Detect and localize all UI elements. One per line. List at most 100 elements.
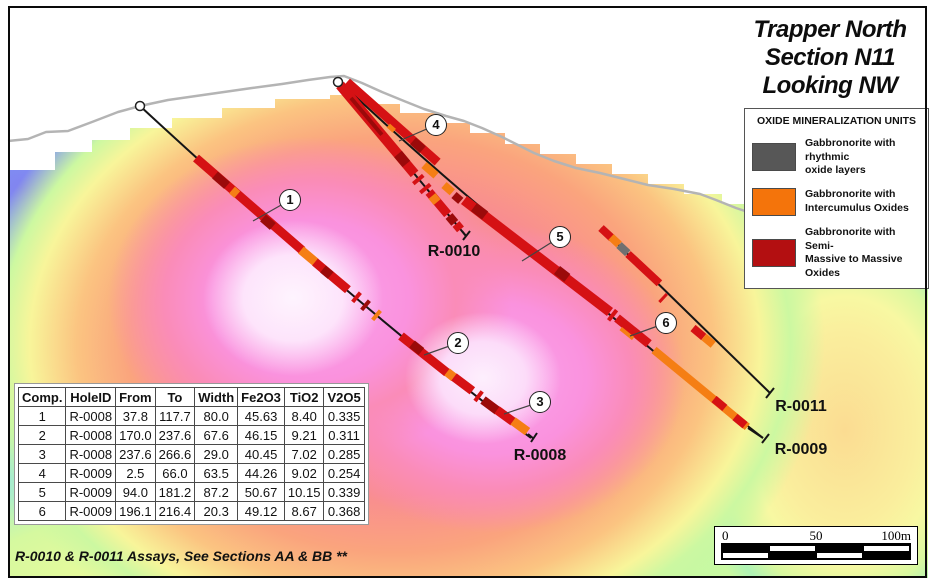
hole-label-R0010: R-0010: [427, 243, 481, 260]
table-cell: 196.1: [115, 501, 156, 521]
legend-item-intercumulus: Gabbronorite with Intercumulus Oxides: [752, 187, 921, 216]
table-row: 2 R-0008 170.0 237.6 67.6 46.15 9.21 0.311: [17, 425, 365, 445]
legend-box: OXIDE MINERALIZATION UNITS Gabbronorite …: [744, 108, 929, 290]
table-cell: 66.0: [154, 463, 196, 483]
composite-marker-2: 2: [447, 332, 469, 354]
eoh-tick-R0010: [461, 230, 471, 241]
col-from: From: [115, 387, 156, 407]
legend-title: OXIDE MINERALIZATION UNITS: [756, 115, 917, 127]
table-cell: 9.21: [283, 425, 325, 445]
table-cell: 8.40: [283, 406, 325, 426]
composite-marker-6: 6: [655, 312, 677, 334]
table-cell: 6: [17, 501, 67, 521]
legend-label-line: Intercumulus Oxides: [805, 201, 909, 214]
hole-label-R0008: R-0008: [513, 447, 567, 464]
topography-line: [7, 74, 929, 236]
hole-label-R0009: R-0009: [774, 441, 828, 458]
scale-label-0: 0: [722, 528, 729, 543]
eoh-tick-R0008: [527, 432, 538, 443]
col-tio2: TiO2: [283, 387, 325, 407]
table-cell: 8.67: [283, 501, 325, 521]
table-cell: 10.15: [283, 482, 325, 502]
intervals-R0010: [336, 81, 464, 233]
col-to: To: [154, 387, 196, 407]
title-line-2: Section N11: [764, 44, 896, 71]
table-cell: 87.2: [194, 482, 239, 502]
swatch-gray: [752, 143, 796, 172]
legend-label-line: Gabbronorite with Semi-: [805, 225, 896, 252]
table-header-row: Comp. HoleID From To Width Fe2O3 TiO2 V2…: [17, 387, 365, 407]
section-title: Trapper North Section N11 Looking NW: [738, 16, 922, 100]
col-holeid: HoleID: [65, 387, 117, 407]
marker-leaders: [252, 124, 667, 415]
table-cell: 46.15: [237, 425, 285, 445]
table-row: 1 R-0008 37.8 117.7 80.0 45.63 8.40 0.335: [17, 406, 365, 426]
composite-marker-1: 1: [279, 189, 301, 211]
collar-R0009-R0010: [332, 76, 344, 88]
table-cell: 0.311: [323, 425, 365, 445]
legend-label-line: Gabbronorite with rhythmic: [805, 137, 896, 163]
table-cell: 67.6: [194, 425, 239, 445]
table-cell: 1: [17, 406, 67, 426]
collar-R0008: [134, 100, 146, 112]
intervals-R0011: [598, 225, 716, 348]
table-cell: R-0008: [65, 406, 117, 426]
table-cell: 94.0: [115, 482, 156, 502]
table-cell: 117.7: [154, 406, 196, 426]
table-cell: R-0008: [65, 425, 117, 445]
table-cell: 4: [17, 463, 67, 483]
scale-checker: [721, 544, 911, 560]
scale-label-100m: 100m: [881, 528, 911, 543]
table-cell: 9.02: [283, 463, 325, 483]
table-row: 5 R-0009 94.0 181.2 87.2 50.67 10.15 0.339: [17, 482, 365, 502]
table-cell: 45.63: [237, 406, 285, 426]
hole-label-R0011: R-0011: [775, 398, 827, 415]
intervals-R0009: [344, 78, 750, 431]
legend-label-line: Gabbronorite with: [805, 188, 896, 201]
swatch-orange: [752, 187, 796, 216]
col-comp: Comp.: [17, 387, 67, 407]
table-cell: 80.0: [194, 406, 239, 426]
table-cell: 3: [17, 444, 67, 464]
table-cell: 49.12: [237, 501, 285, 521]
table-cell: 2.5: [115, 463, 156, 483]
assay-table: Comp. HoleID From To Width Fe2O3 TiO2 V2…: [17, 387, 365, 521]
table-cell: R-0009: [65, 463, 117, 483]
table-cell: 0.335: [323, 406, 365, 426]
eoh-tick-R0009: [747, 427, 770, 444]
table-cell: 181.2: [154, 482, 196, 502]
table-cell: 0.254: [323, 463, 365, 483]
eoh-tick-R0011: [765, 387, 775, 399]
legend-item-massive: Gabbronorite with Semi- Massive to Massi…: [752, 226, 921, 281]
legend-label-line: oxide layers: [805, 164, 866, 177]
table-cell: 7.02: [283, 444, 325, 464]
table-cell: 237.6: [154, 425, 196, 445]
table-cell: 237.6: [115, 444, 156, 464]
table-cell: 0.339: [323, 482, 365, 502]
table-cell: 5: [17, 482, 67, 502]
table-cell: R-0009: [65, 501, 117, 521]
composite-marker-5: 5: [549, 226, 571, 248]
composite-marker-4: 4: [425, 114, 447, 136]
scale-bar: 0 50 100m: [714, 526, 918, 565]
table-cell: 170.0: [115, 425, 156, 445]
table-cell: 63.5: [194, 463, 239, 483]
table-cell: R-0009: [65, 482, 117, 502]
table-cell: 50.67: [237, 482, 285, 502]
table-cell: 0.285: [323, 444, 365, 464]
table-cell: 37.8: [115, 406, 156, 426]
col-fe2o3: Fe2O3: [237, 387, 285, 407]
table-cell: 20.3: [194, 501, 239, 521]
scale-label-50: 50: [809, 528, 823, 543]
table-cell: 0.368: [323, 501, 365, 521]
assay-table-panel: Comp. HoleID From To Width Fe2O3 TiO2 V2…: [14, 383, 369, 525]
legend-label-line: Massive to Massive Oxides: [805, 253, 903, 279]
table-cell: 216.4: [154, 501, 196, 521]
table-row: 6 R-0009 196.1 216.4 20.3 49.12 8.67 0.368: [17, 501, 365, 521]
legend-item-rhythmic: Gabbronorite with rhythmic oxide layers: [752, 137, 921, 178]
table-cell: 44.26: [237, 463, 285, 483]
title-line-1: Trapper North: [753, 16, 907, 43]
table-cell: R-0008: [65, 444, 117, 464]
